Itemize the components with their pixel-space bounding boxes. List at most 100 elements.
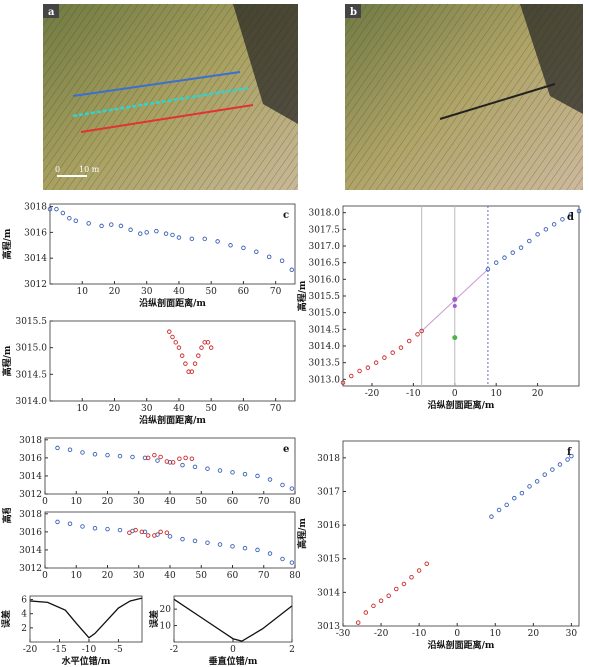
x-tick-label: 10 xyxy=(490,389,502,399)
data-point xyxy=(179,353,185,358)
data-point xyxy=(557,462,563,467)
data-point xyxy=(118,223,124,229)
y-tick-label: 3013 xyxy=(317,622,340,632)
data-point xyxy=(518,245,524,250)
x-tick-label: -2 xyxy=(170,645,179,655)
data-point xyxy=(267,551,273,556)
error-curve xyxy=(29,597,143,639)
data-point xyxy=(173,340,178,345)
chart-d: -20 -10 0 10 20 3013.0 3013.5 3014.0 3014.5 3015.… xyxy=(296,205,582,411)
data-point xyxy=(378,598,384,604)
data-point xyxy=(176,345,182,350)
data-point xyxy=(382,355,387,360)
data-point xyxy=(489,514,494,519)
x-tick-label: 80 xyxy=(289,571,300,581)
data-point xyxy=(60,210,66,216)
x-tick-label: 70 xyxy=(258,571,270,581)
x-axis-title: 垂直位错/m xyxy=(209,655,258,667)
x-tick-label: 30 xyxy=(141,404,153,414)
x-tick-label: 20 xyxy=(109,404,121,414)
y-tick-label: 10 xyxy=(160,622,172,632)
data-point xyxy=(189,369,195,374)
x-tick-label: 60 xyxy=(227,571,239,581)
data-point xyxy=(551,222,557,227)
data-point xyxy=(192,464,198,470)
data-point xyxy=(127,530,132,536)
x-axis-title: 沿纵剖面距离/m xyxy=(428,639,495,651)
data-point xyxy=(416,568,422,573)
data-point xyxy=(401,581,407,587)
x-tick-label: 0 xyxy=(452,389,458,399)
x-tick-label: 20 xyxy=(102,497,114,507)
scale-bar: 0 10 m xyxy=(55,165,100,177)
x-tick-label: 10 xyxy=(77,287,89,297)
data-point xyxy=(527,484,532,489)
y-tick-label: 3015 xyxy=(317,555,340,565)
x-tick-label: 40 xyxy=(164,497,176,507)
plot-frame xyxy=(44,437,296,495)
data-point xyxy=(241,245,246,251)
x-axis-title: 沿纵剖面距离/m xyxy=(428,399,495,411)
svg-text:0: 0 xyxy=(55,165,60,174)
data-point xyxy=(493,260,499,265)
y-tick-label: 3018 xyxy=(24,203,47,213)
x-tick-label: -20 xyxy=(365,389,380,399)
error-curve xyxy=(173,598,293,642)
data-point xyxy=(512,495,517,501)
data-point xyxy=(183,455,188,461)
data-point xyxy=(47,206,53,212)
x-tick-label: 20 xyxy=(528,629,540,639)
x-tick-label: 20 xyxy=(102,571,114,581)
data-point xyxy=(155,458,160,463)
x-tick-label: -20 xyxy=(23,645,38,655)
x-tick-label: 80 xyxy=(289,497,300,507)
data-point xyxy=(355,620,361,625)
x-tick-label: 0 xyxy=(42,497,48,507)
plot-frame xyxy=(342,205,580,387)
data-point xyxy=(363,610,369,615)
data-point xyxy=(167,534,173,539)
x-tick-label: -20 xyxy=(374,629,389,639)
data-point xyxy=(215,239,220,244)
profile-line-cyan xyxy=(72,86,249,118)
data-point xyxy=(365,365,371,370)
data-point xyxy=(242,545,248,551)
data-point xyxy=(192,361,198,366)
x-tick-label: 50 xyxy=(205,404,217,414)
data-point xyxy=(154,228,159,234)
chart-c-top: 10 20 30 40 50 60 70 3012 3014 3016 3018 c 高程/m 沿纵剖面距… xyxy=(1,203,296,308)
projected-point-upper xyxy=(452,296,458,302)
data-point xyxy=(280,556,285,562)
y-tick-label: 4 xyxy=(21,610,27,620)
panel-label: e xyxy=(283,444,289,455)
chart-f: -30 -20 -10 0 10 20 30 3013 3014 3015 3016 3017 3018… xyxy=(296,440,580,651)
data-point xyxy=(86,221,91,226)
data-point xyxy=(73,218,79,224)
data-point xyxy=(502,255,507,260)
x-tick-label: 70 xyxy=(270,287,282,297)
data-point xyxy=(485,267,491,272)
y-tick-label: 3017.5 xyxy=(309,225,341,235)
x-tick-label: 60 xyxy=(238,404,250,414)
y-axis-title: 高程/m xyxy=(1,508,13,523)
y-tick-label: 3016 xyxy=(317,521,340,531)
data-point xyxy=(199,345,204,350)
x-tick-label: -30 xyxy=(336,629,351,639)
data-point xyxy=(80,450,85,455)
data-point xyxy=(130,454,135,460)
data-point xyxy=(576,208,582,214)
data-point xyxy=(192,538,198,544)
y-axis-title: 高程/m xyxy=(296,518,308,549)
data-point xyxy=(170,460,176,465)
data-point xyxy=(543,227,549,232)
profile-line-blue xyxy=(72,71,241,97)
x-tick-label: 10 xyxy=(490,629,502,639)
data-point xyxy=(289,560,295,565)
data-point xyxy=(228,243,233,248)
data-point xyxy=(67,521,73,526)
data-point xyxy=(535,232,540,237)
x-tick-label: 40 xyxy=(164,571,176,581)
data-point xyxy=(142,455,148,461)
data-point xyxy=(170,334,175,340)
